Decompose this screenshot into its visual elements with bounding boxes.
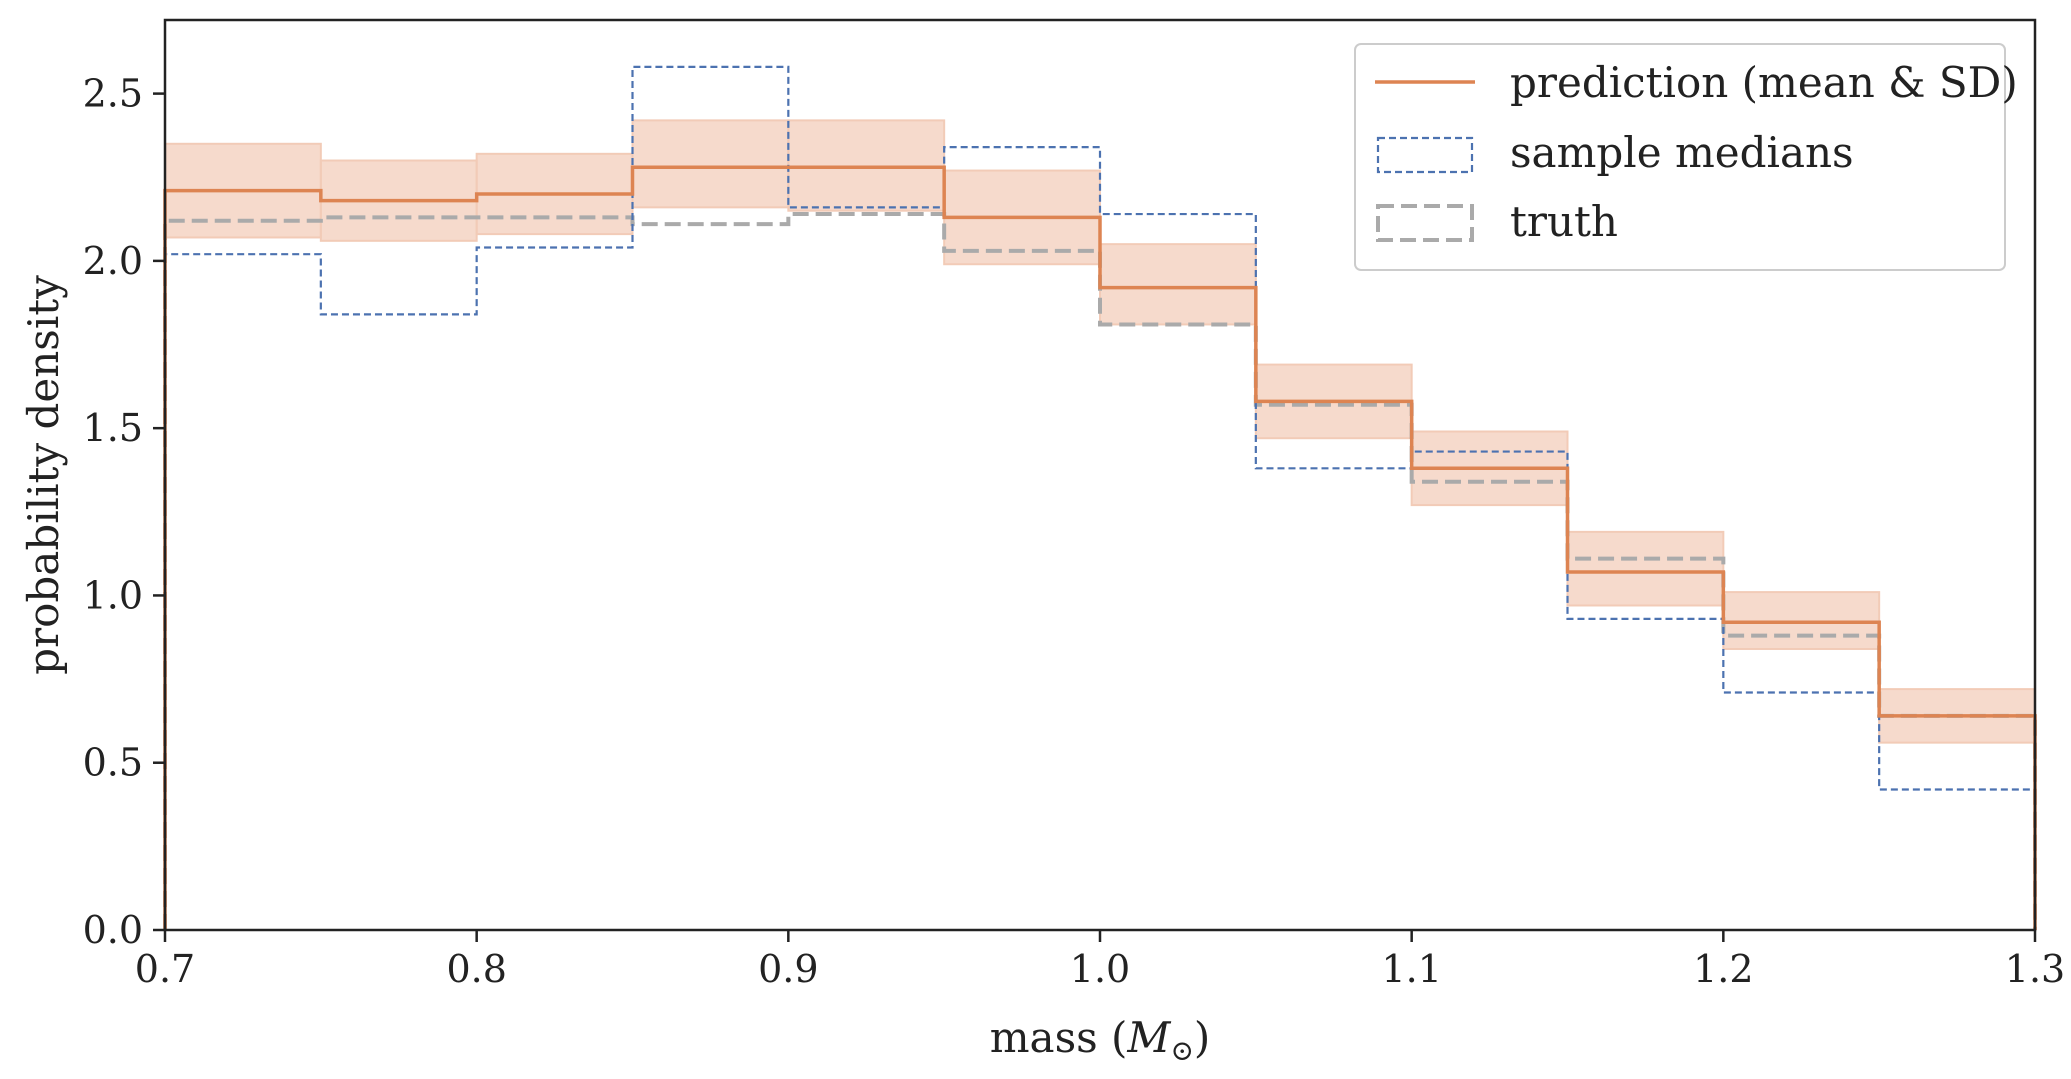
- y-axis-label: probability density: [19, 275, 68, 675]
- series-sample-medians: [163, 65, 2037, 930]
- x-axis-label-text: mass (: [990, 1013, 1128, 1062]
- legend-label-medians: sample medians: [1510, 128, 1854, 177]
- y-tick-label: 0.0: [83, 908, 143, 952]
- x-tick-label: 0.9: [758, 947, 818, 991]
- legend-frame: [1354, 43, 2006, 271]
- y-tick-label: 2.0: [83, 239, 143, 283]
- series-truth: [163, 212, 2037, 930]
- x-tick-label: 1.0: [1070, 947, 1130, 991]
- series-prediction-mean: [163, 165, 2037, 930]
- sd-band-bin-7: [1099, 243, 1257, 326]
- y-tick-label: 1.0: [83, 573, 143, 617]
- legend-swatch-medians: [1376, 136, 1474, 174]
- tick-group: 0.7 0.8 0.9 1.0 1.1 1.2 1.3 0.0 0.5 1.0 1.5 2.0 2.5: [83, 72, 2066, 991]
- sd-band-bin-10: [1566, 530, 1725, 607]
- x-tick-label: 1.2: [1693, 947, 1753, 991]
- x-axis-label-symbol: M: [1126, 1013, 1171, 1062]
- y-tick-label: 2.5: [83, 72, 143, 116]
- sd-band-bin-4: [631, 119, 790, 209]
- x-tick-label: 1.1: [1381, 947, 1441, 991]
- x-tick-label: 0.7: [135, 947, 195, 991]
- legend: prediction (mean & SD) sample medians tr…: [1354, 43, 2018, 271]
- x-axis-label-close: ): [1194, 1013, 1210, 1062]
- legend-label-prediction: prediction (mean & SD): [1510, 58, 2018, 107]
- x-tick-label: 1.3: [2005, 947, 2065, 991]
- legend-label-truth: truth: [1510, 197, 1618, 246]
- x-axis-label: mass (M⊙): [990, 1013, 1211, 1067]
- x-tick-label: 0.8: [446, 947, 506, 991]
- y-tick-label: 1.5: [83, 406, 143, 450]
- y-tick-label: 0.5: [83, 741, 143, 785]
- x-axis-label-subscript: ⊙: [1170, 1034, 1193, 1067]
- series-group: [163, 65, 2037, 930]
- legend-swatch-truth: [1376, 204, 1474, 242]
